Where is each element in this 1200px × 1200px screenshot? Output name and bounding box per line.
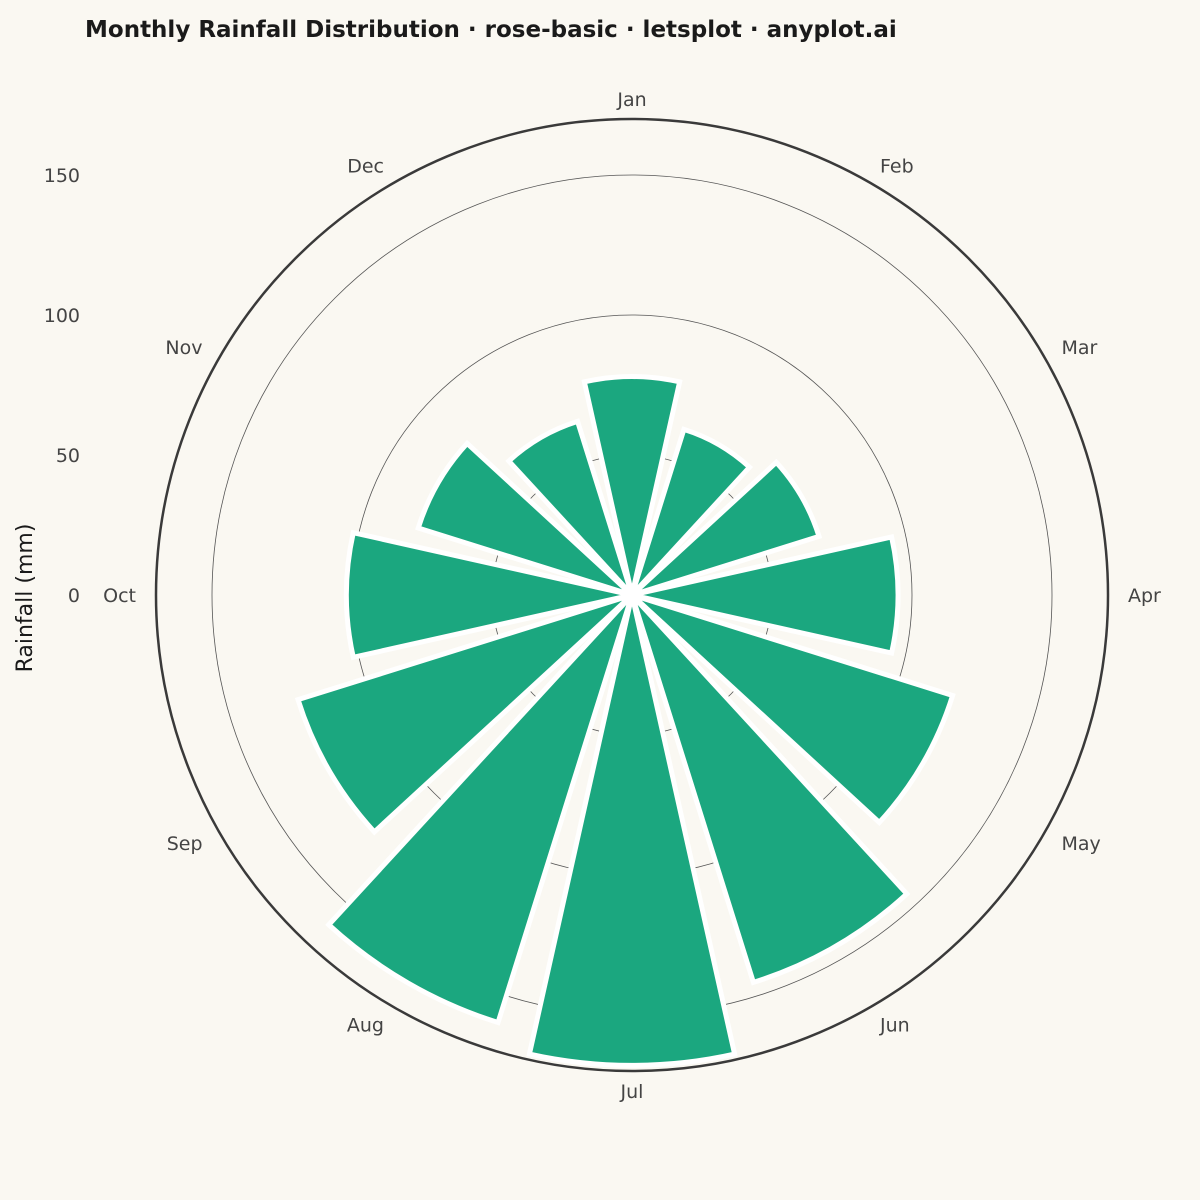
month-label-jan: Jan [616,89,646,111]
bar-dec [505,418,635,597]
bar-jan [581,374,683,596]
month-label-sep: Sep [167,833,203,855]
month-label-apr: Apr [1128,585,1161,607]
bar-feb [629,426,754,597]
bar-may [630,592,956,826]
month-labels: Jan Feb Mar Apr May Jun Jul Aug Sep Oct Nov Dec [103,89,1161,1103]
bar-mar [630,458,823,598]
bar-oct [343,529,633,661]
bar-nov [415,439,634,598]
chart-title: Monthly Rainfall Distribution · rose-bas… [85,17,897,43]
month-label-mar: Mar [1062,337,1098,359]
outer-ring [154,117,1110,1073]
month-label-dec: Dec [347,156,384,178]
month-label-oct: Oct [103,585,136,607]
radial-tick-label: 100 [44,305,80,327]
radial-tick-label: 0 [68,585,80,607]
month-label-feb: Feb [880,156,914,178]
bar-sep [294,592,634,836]
radial-ticks: 0 50 100 150 [44,165,80,607]
month-label-aug: Aug [347,1015,384,1037]
month-label-nov: Nov [165,337,202,359]
bar-jul [526,594,738,1068]
bar-apr [631,533,901,657]
bar-jun [629,593,911,986]
bars [294,374,956,1068]
radial-tick-label: 150 [44,165,80,187]
radial-tick-label: 50 [56,445,80,467]
month-label-may: May [1062,833,1101,855]
bar-aug [325,593,635,1026]
y-axis-title: Rainfall (mm) [13,524,38,673]
month-label-jun: Jun [879,1015,910,1037]
month-label-jul: Jul [620,1081,644,1103]
